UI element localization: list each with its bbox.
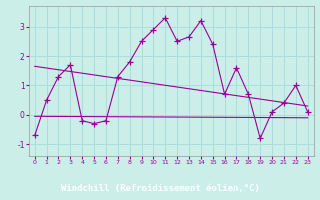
Text: Windchill (Refroidissement éolien,°C): Windchill (Refroidissement éolien,°C) xyxy=(60,184,260,193)
